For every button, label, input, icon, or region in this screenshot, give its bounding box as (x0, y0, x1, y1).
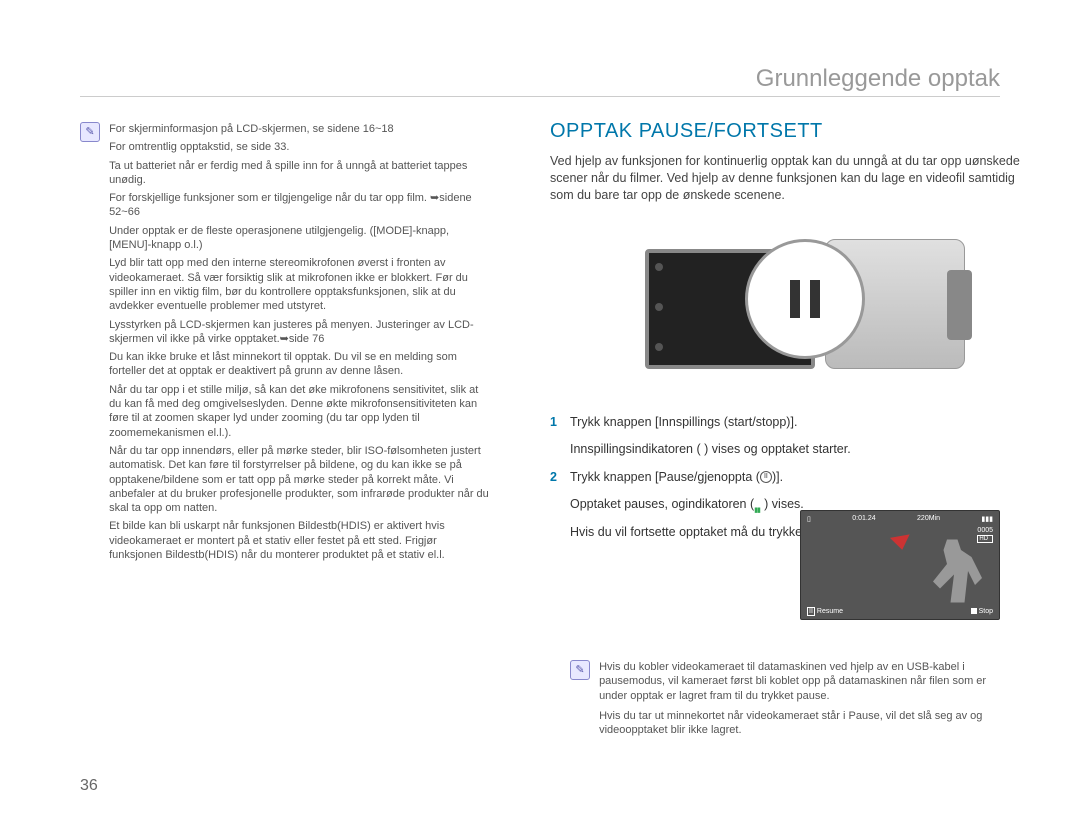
lcd-battery-icon: ▮▮▮ (981, 515, 993, 523)
lcd-time: 0:01.24 (852, 515, 875, 523)
section-intro: Ved hjelp av funksjonen for kontinuerlig… (550, 153, 1020, 204)
note-line: Lyd blir tatt opp med den interne stereo… (109, 256, 489, 313)
note-line: Et bilde kan bli uskarpt når funksjonen … (109, 519, 489, 562)
note-line: Du kan ikke bruke et låst minnekort til … (109, 350, 489, 379)
note-line: Når du tar opp i et stille miljø, så kan… (109, 383, 489, 440)
lcd-top-row: ▯ 0:01.24 220Min ▮▮▮ (807, 515, 993, 523)
step-text-part: Trykk knappen [Pause/gjenoppta ( (570, 470, 760, 484)
lcd-arrow-icon (890, 534, 912, 551)
lcd-hd-badge: HD (977, 535, 993, 543)
bottom-note-body: Hvis du kobler videokameraet til datamas… (599, 660, 989, 741)
pause-icon (790, 280, 820, 318)
pause-inline-icon: II (760, 471, 772, 483)
step-text: Trykk knappen [Pause/gjenoppta (II)]. (570, 469, 1020, 487)
lcd-control-dot (655, 343, 663, 351)
lcd-count: 0005 (977, 527, 993, 534)
note-line: Ta ut batteriet når er ferdig med å spil… (109, 159, 489, 188)
lcd-remain: 220Min (917, 515, 940, 523)
lcd-card-icon: ▯ (807, 515, 811, 523)
step-item: 1 Trykk knappen [Innspillings (start/sto… (550, 414, 1020, 432)
step-sub-part: Opptaket pauses, ogindikatoren ( (570, 497, 754, 511)
bottom-note-block: ✎ Hvis du kobler videokameraet til datam… (570, 660, 1000, 741)
pause-indicator-icon (754, 500, 764, 510)
step-text: Trykk knappen [Innspillings (start/stopp… (570, 414, 1020, 432)
note-icon: ✎ (80, 122, 100, 142)
left-note-body: For skjerminformasjon på LCD-skjermen, s… (109, 122, 489, 566)
lcd-control-dot (655, 263, 663, 271)
note-line: Hvis du tar ut minnekortet når videokame… (599, 709, 989, 738)
note-line: For omtrentlig opptakstid, se side 33. (109, 140, 489, 154)
step-subtext: Innspillingsindikatoren ( ) vises og opp… (570, 441, 1020, 459)
note-line: Lysstyrken på LCD-skjermen kan justeres … (109, 318, 489, 347)
section-title: OPPTAK PAUSE/FORTSETT (550, 120, 1020, 143)
step-number: 2 (550, 469, 570, 487)
pause-button-callout (745, 239, 865, 359)
camera-lens (947, 270, 972, 340)
header-rule (80, 96, 1000, 97)
note-line: Når du tar opp innendørs, eller på mørke… (109, 444, 489, 515)
note-line: For forskjellige funksjoner som er tilgj… (109, 191, 489, 220)
camera-illustration (605, 219, 965, 399)
lcd-silhouette (919, 536, 989, 606)
lcd-resume-label: IIResume (807, 608, 843, 615)
note-line: For skjerminformasjon på LCD-skjermen, s… (109, 122, 489, 136)
step-item: 2 Trykk knappen [Pause/gjenoppta (II)]. (550, 469, 1020, 487)
left-note-block: ✎ For skjerminformasjon på LCD-skjermen,… (80, 122, 500, 566)
note-icon: ✎ (570, 660, 590, 680)
note-line: Hvis du kobler videokameraet til datamas… (599, 660, 989, 703)
lcd-control-dot (655, 303, 663, 311)
lcd-preview: ▯ 0:01.24 220Min ▮▮▮ 0005 HD IIResume St… (800, 510, 1000, 620)
page-number: 36 (80, 777, 98, 795)
step-number: 1 (550, 414, 570, 432)
lcd-bottom-row: IIResume Stop (807, 608, 993, 615)
step-text-part: )]. (772, 470, 783, 484)
note-line: Under opptak er de fleste operasjonene u… (109, 224, 489, 253)
page-header-title: Grunnleggende opptak (756, 65, 1000, 93)
step-sub-part: ) vises. (764, 497, 804, 511)
lcd-count-hd: 0005 HD (977, 527, 993, 543)
lcd-stop-label: Stop (971, 608, 993, 615)
